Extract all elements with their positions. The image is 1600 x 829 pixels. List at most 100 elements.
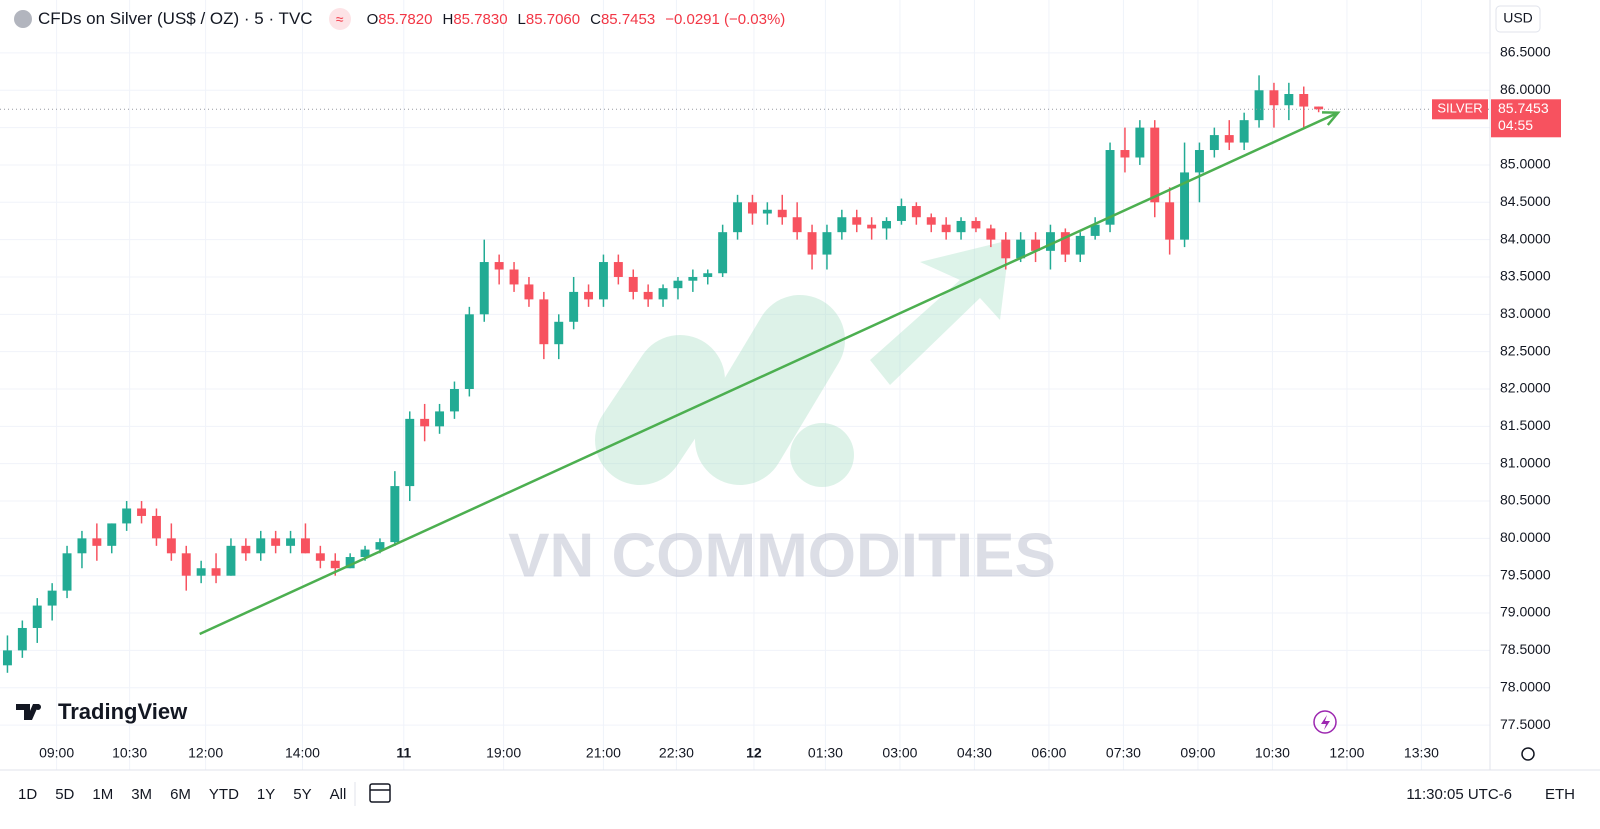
y-tick-label: 80.0000 <box>1500 529 1551 545</box>
logo-arrow <box>870 240 1010 385</box>
candle-body <box>792 217 802 233</box>
y-tick-label: 77.5000 <box>1500 716 1551 732</box>
high-label: H <box>442 11 454 28</box>
low-value: 85.7060 <box>525 11 581 28</box>
candle-body <box>166 538 176 554</box>
x-tick-label: 10:30 <box>1255 745 1290 761</box>
x-tick-label: 07:30 <box>1106 745 1141 761</box>
logo-bar <box>695 295 845 485</box>
candle-body <box>62 553 72 591</box>
candle-body <box>1075 235 1085 255</box>
candle-body <box>986 228 996 240</box>
trend-line <box>199 111 1339 636</box>
range-button[interactable]: 6M <box>170 786 191 803</box>
logo-bar <box>595 335 725 485</box>
candle-body <box>1239 120 1249 143</box>
candle-body <box>1314 106 1324 110</box>
candle-body <box>658 288 668 300</box>
candle-body <box>271 538 281 546</box>
x-tick-label: 01:30 <box>808 745 843 761</box>
candle-body <box>1194 150 1204 173</box>
y-tick-label: 86.0000 <box>1500 81 1551 97</box>
price-label: 85.7453 <box>1498 100 1549 116</box>
status-badge[interactable]: ≈ <box>328 8 351 30</box>
candle-body <box>17 627 27 651</box>
candle-body <box>479 262 489 315</box>
session[interactable]: ETH <box>1545 786 1575 803</box>
price-tag <box>1491 99 1561 138</box>
candle-body <box>32 605 42 628</box>
currency-box[interactable] <box>1495 5 1541 33</box>
candle-body <box>1165 202 1175 240</box>
candle-body <box>390 486 400 543</box>
header: CFDs on Silver (US$ / OZ) · 5 · TVC ≈ O8… <box>14 8 789 30</box>
candle-body <box>345 557 355 569</box>
candle-body <box>1045 232 1055 251</box>
range-button[interactable]: YTD <box>209 786 239 803</box>
candle-body <box>911 206 921 218</box>
candle-body <box>747 202 757 214</box>
candle-body <box>315 553 325 561</box>
x-tick-label: 10:30 <box>112 745 147 761</box>
candle-body <box>1150 127 1160 203</box>
candle-body <box>1269 90 1279 106</box>
candle-body <box>837 217 847 233</box>
candle-body <box>941 224 951 233</box>
x-tick-label: 03:00 <box>882 745 917 761</box>
range-button[interactable]: 1Y <box>257 786 275 803</box>
candle-body <box>300 538 310 554</box>
symbol-tag <box>1432 99 1488 120</box>
range-button[interactable]: 5D <box>55 786 74 803</box>
range-button[interactable]: 1D <box>18 786 37 803</box>
candle-body <box>1090 224 1100 236</box>
range-button[interactable]: 5Y <box>293 786 311 803</box>
grid <box>0 0 1490 770</box>
symbol-icon <box>14 10 32 28</box>
x-tick-label: 09:00 <box>1180 745 1215 761</box>
high-value: 85.7830 <box>453 11 508 28</box>
candle-body <box>241 545 251 554</box>
lightning-icon[interactable] <box>1313 710 1337 734</box>
calendar-frame <box>369 783 391 803</box>
candle-body <box>464 314 474 389</box>
watermark-text: VN COMMODITIES <box>508 521 1056 590</box>
candle-body <box>1209 135 1219 151</box>
candle-body <box>539 299 549 345</box>
candle-body <box>226 545 236 576</box>
brand: TradingView <box>58 699 188 724</box>
candle-body <box>151 515 161 539</box>
y-tick-label: 83.5000 <box>1500 268 1551 284</box>
candle-body <box>1224 135 1234 143</box>
candle-body <box>2 650 12 666</box>
candle-body <box>762 209 772 214</box>
y-tick-label: 84.0000 <box>1500 230 1551 246</box>
candle-body <box>1254 90 1264 121</box>
candle-body <box>435 411 445 427</box>
range-button[interactable]: 3M <box>131 786 152 803</box>
range-button[interactable]: All <box>330 786 347 803</box>
y-tick-label: 86.5000 <box>1500 44 1551 60</box>
candle-body <box>196 568 206 576</box>
candle-body <box>1031 239 1041 251</box>
candle-body <box>181 553 191 576</box>
candle-body <box>1135 127 1145 158</box>
candle-body <box>822 232 832 255</box>
x-tick-label: 14:00 <box>285 745 320 761</box>
symbol-icon-bg <box>14 10 32 28</box>
candle-body <box>956 220 966 233</box>
trend-arrow-head <box>1321 111 1341 126</box>
candle-body <box>613 262 623 277</box>
candle-body <box>598 262 608 300</box>
tv-logo: TradingView <box>16 699 188 724</box>
candle-body <box>1180 172 1190 240</box>
currency[interactable]: USD <box>1503 10 1533 26</box>
symbol-label: SILVER <box>1437 101 1482 116</box>
candle-body <box>971 220 981 229</box>
calendar-icon[interactable] <box>369 783 391 803</box>
y-tick-label: 79.0000 <box>1500 604 1551 620</box>
range-button[interactable]: 1M <box>92 786 113 803</box>
candle-body <box>867 224 877 229</box>
settings-icon[interactable] <box>1521 747 1535 761</box>
